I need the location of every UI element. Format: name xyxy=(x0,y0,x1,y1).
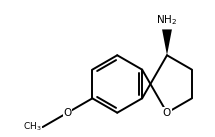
Text: NH$_2$: NH$_2$ xyxy=(157,13,178,27)
Text: CH$_3$: CH$_3$ xyxy=(23,121,41,133)
Polygon shape xyxy=(162,29,172,55)
Text: O: O xyxy=(163,108,171,118)
Text: O: O xyxy=(63,108,72,118)
